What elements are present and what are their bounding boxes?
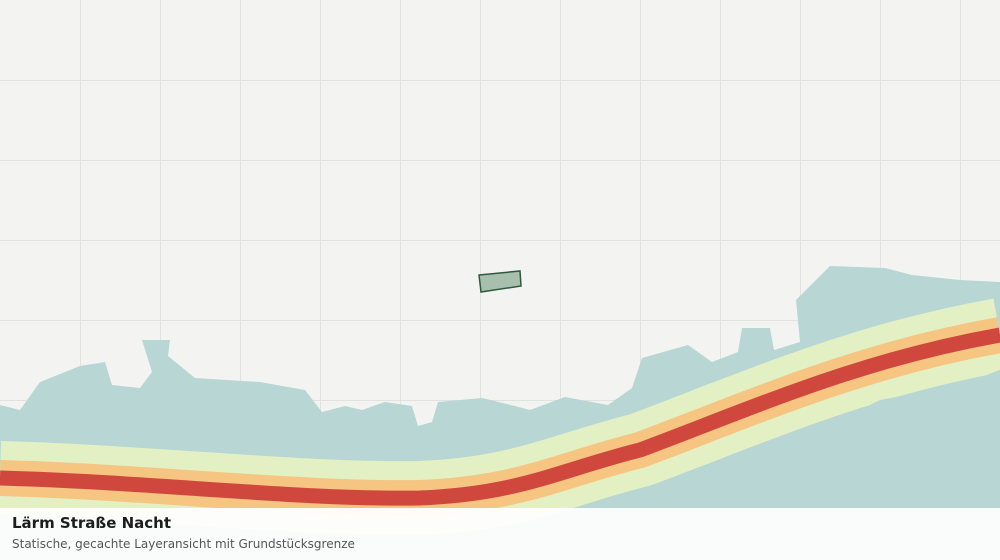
property-boundary: [478, 270, 522, 293]
noise-bands: [0, 298, 1000, 536]
layer-subtitle: Statische, gecachte Layeransicht mit Gru…: [12, 537, 355, 551]
layer-title: Lärm Straße Nacht: [12, 514, 172, 532]
legend-footer: Lärm Straße Nacht Statische, gecachte La…: [0, 508, 1000, 560]
